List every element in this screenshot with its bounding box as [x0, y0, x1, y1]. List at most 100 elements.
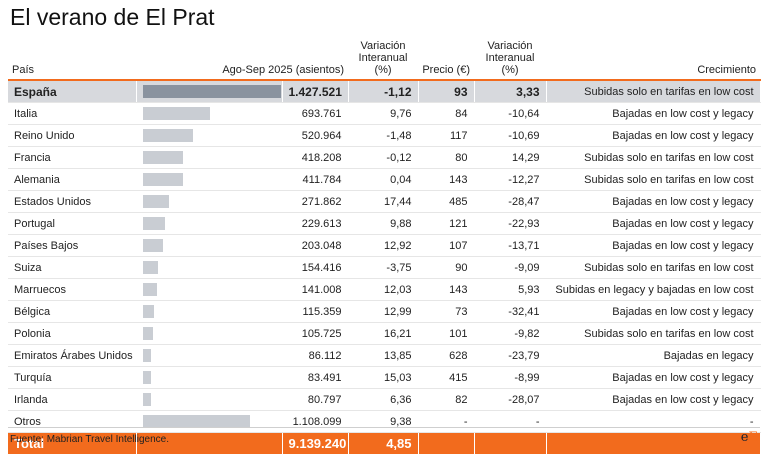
seats-cell: 154.416: [282, 256, 349, 279]
price-cell: 117: [418, 124, 475, 147]
seats-cell: 520.964: [282, 124, 349, 147]
price-variation-cell: -9,82: [474, 322, 547, 345]
seats-table: País Ago-Sep 2025 (asientos) Variación I…: [8, 40, 761, 454]
seats-cell: 105.725: [282, 322, 349, 345]
seats-bar: [142, 173, 183, 186]
seats-bar: [142, 107, 210, 120]
table-row: Países Bajos 203.048 12,92 107 -13,71 Bajadas…: [8, 234, 761, 257]
variation-cell: 13,85: [348, 344, 419, 367]
price-variation-cell: -10,69: [474, 124, 547, 147]
price-cell: 73: [418, 300, 475, 323]
country-cell: Turquía: [8, 366, 137, 389]
growth-cell: Bajadas en low cost y legacy: [546, 190, 761, 213]
country-cell: Polonia: [8, 322, 137, 345]
variation-cell: 0,04: [348, 168, 419, 191]
seats-bar: [142, 239, 163, 252]
total-row: Total 9.139.240 4,85: [8, 432, 761, 454]
price-variation-cell: -28,07: [474, 388, 547, 411]
bar-cell: [136, 80, 283, 103]
bar-cell: [136, 124, 283, 147]
seats-bar: [142, 371, 151, 384]
table-row: Reino Unido 520.964 -1,48 117 -10,69 Bajadas …: [8, 124, 761, 147]
country-cell: Suiza: [8, 256, 137, 279]
variation-cell: 12,99: [348, 300, 419, 323]
price-variation-cell: 5,93: [474, 278, 547, 301]
header-row: País Ago-Sep 2025 (asientos) Variación I…: [8, 40, 760, 80]
seats-cell: 1.108.099: [282, 410, 349, 433]
total-bar-cell: [136, 432, 283, 454]
growth-cell: Bajadas en low cost y legacy: [546, 124, 761, 147]
table-row: Italia 693.761 9,76 84 -10,64 Bajadas en low …: [8, 102, 761, 125]
variation-cell: 6,36: [348, 388, 419, 411]
country-cell: Reino Unido: [8, 124, 137, 147]
seats-bar: [142, 129, 193, 142]
bar-cell: [136, 278, 283, 301]
header-variation: Variación Interanual (%): [358, 40, 408, 76]
variation-cell: 9,88: [348, 212, 419, 235]
price-variation-cell: -8,99: [474, 366, 547, 389]
price-variation-cell: -13,71: [474, 234, 547, 257]
bar-cell: [136, 234, 283, 257]
seats-cell: 115.359: [282, 300, 349, 323]
country-cell: Italia: [8, 102, 137, 125]
variation-cell: -0,12: [348, 146, 419, 169]
price-variation-cell: -12,27: [474, 168, 547, 191]
seats-bar: [142, 305, 154, 318]
seats-cell: 418.208: [282, 146, 349, 169]
seats-cell: 229.613: [282, 212, 349, 235]
bar-cell: [136, 322, 283, 345]
bar-cell: [136, 212, 283, 235]
price-cell: 84: [418, 102, 475, 125]
country-cell: Alemania: [8, 168, 137, 191]
seats-cell: 203.048: [282, 234, 349, 257]
seats-bar: [142, 393, 151, 406]
price-variation-cell: -23,79: [474, 344, 547, 367]
price-cell: 80: [418, 146, 475, 169]
growth-cell: Subidas en legacy y bajadas en low cost: [546, 278, 761, 301]
variation-cell: 15,03: [348, 366, 419, 389]
bar-cell: [136, 344, 283, 367]
variation-cell: 16,21: [348, 322, 419, 345]
country-cell: Estados Unidos: [8, 190, 137, 213]
total-variation: 4,85: [348, 432, 419, 454]
price-cell: 82: [418, 388, 475, 411]
growth-cell: Bajadas en low cost y legacy: [546, 300, 761, 323]
price-cell: 485: [418, 190, 475, 213]
growth-cell: Bajadas en low cost y legacy: [546, 366, 761, 389]
total-growth-empty: [546, 432, 761, 454]
variation-cell: -1,48: [348, 124, 419, 147]
header-growth: Crecimiento: [697, 64, 756, 76]
table-row: Bélgica 115.359 12,99 73 -32,41 Bajadas en lo…: [8, 300, 761, 323]
table-row: España 1.427.521 -1,12 93 3,33 Subidas solo e…: [8, 80, 761, 103]
price-variation-cell: 3,33: [474, 80, 547, 103]
seats-bar: [142, 217, 165, 230]
price-cell: 143: [418, 168, 475, 191]
price-cell: 415: [418, 366, 475, 389]
total-price-empty: [418, 432, 475, 454]
country-cell: España: [8, 80, 137, 103]
logo-letter-e: e: [740, 430, 749, 445]
variation-cell: 9,38: [348, 410, 419, 433]
price-cell: 107: [418, 234, 475, 257]
price-cell: 628: [418, 344, 475, 367]
country-cell: Bélgica: [8, 300, 137, 323]
seats-bar: [142, 151, 183, 164]
bar-cell: [136, 256, 283, 279]
price-variation-cell: -28,47: [474, 190, 547, 213]
table-row: Otros 1.108.099 9,38- - -: [8, 410, 761, 433]
variation-cell: 12,92: [348, 234, 419, 257]
growth-cell: Bajadas en low cost y legacy: [546, 212, 761, 235]
bar-cell: [136, 190, 283, 213]
table-row: Suiza 154.416 -3,75 90 -9,09 Subidas solo en …: [8, 256, 761, 279]
price-cell: 101: [418, 322, 475, 345]
bar-cell: [136, 102, 283, 125]
seats-cell: 83.491: [282, 366, 349, 389]
price-cell: -: [418, 410, 475, 433]
total-seats: 9.139.240: [282, 432, 349, 454]
price-cell: 93: [418, 80, 475, 103]
total-label: Total: [8, 432, 137, 454]
country-cell: Marruecos: [8, 278, 137, 301]
seats-cell: 271.862: [282, 190, 349, 213]
variation-cell: -3,75: [348, 256, 419, 279]
price-variation-cell: -22,93: [474, 212, 547, 235]
